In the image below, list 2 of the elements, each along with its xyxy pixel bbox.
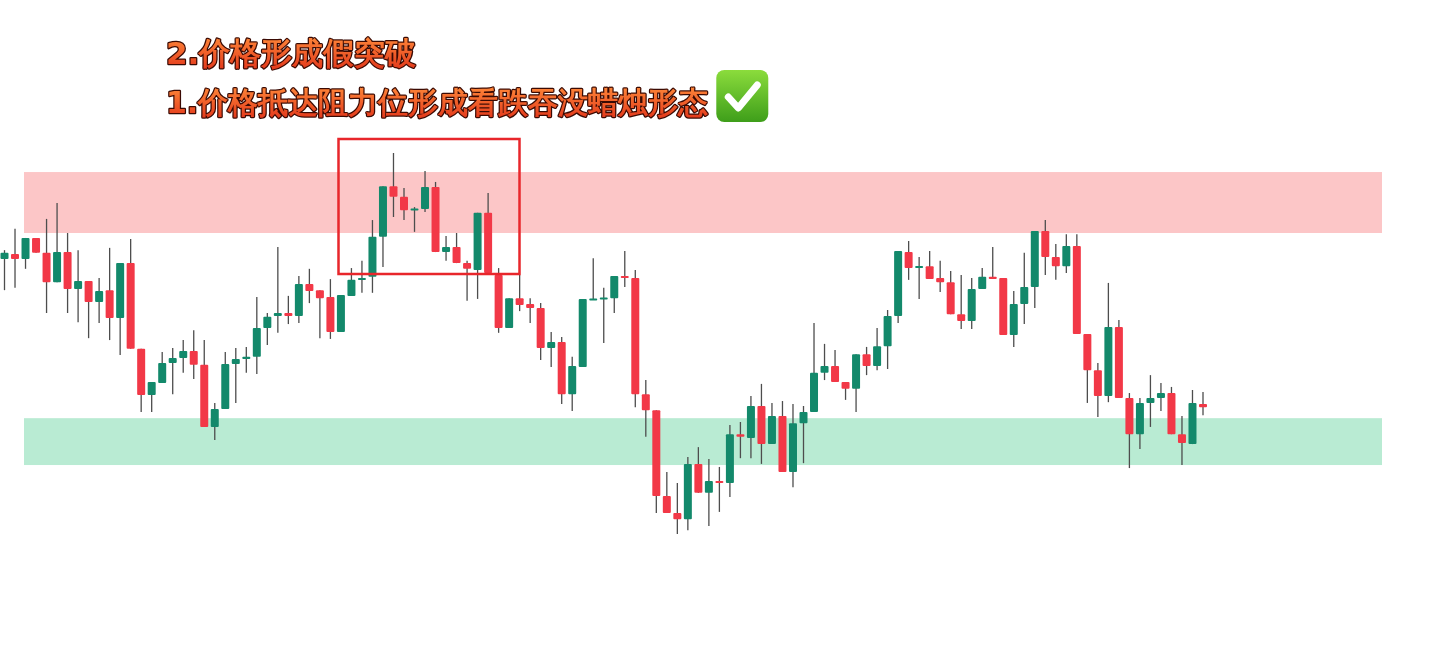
annotation: 2.价格形成假突破 [166, 35, 417, 71]
annotation: 1.价格抵达阻力位形成看跌吞没蜡烛形态 [166, 85, 709, 120]
